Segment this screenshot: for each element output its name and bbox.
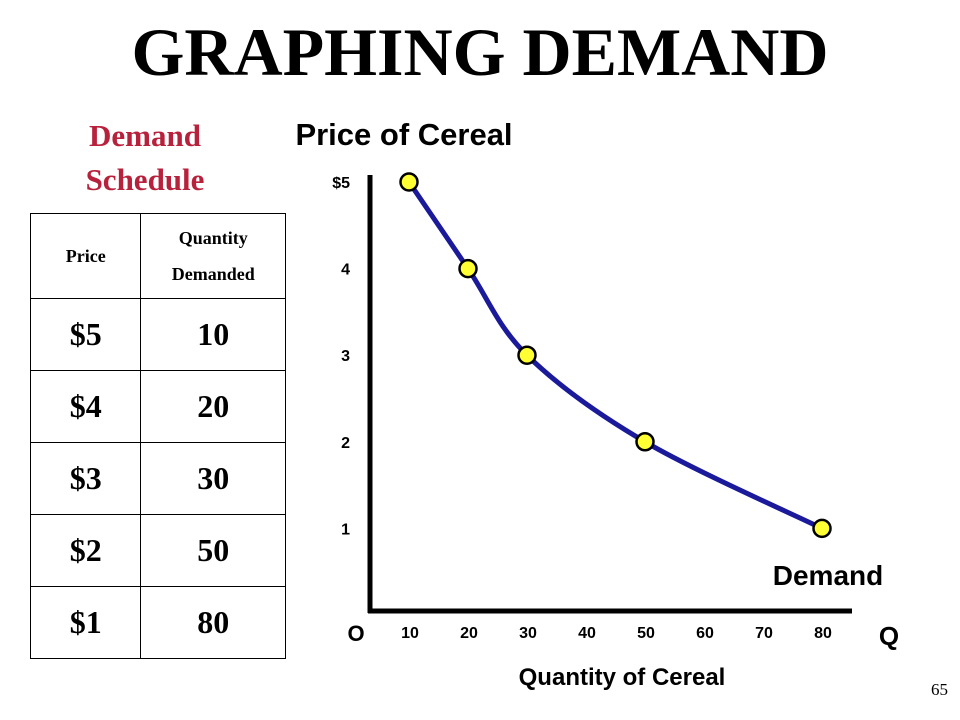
price-cell: $1 xyxy=(29,586,142,659)
x-axis-title: Quantity of Cereal xyxy=(519,664,726,691)
data-point xyxy=(635,432,655,452)
origin-label: O xyxy=(347,621,364,646)
data-point xyxy=(399,172,419,192)
quantity-header-line1: Quantity xyxy=(178,228,248,248)
quantity-cell: 80 xyxy=(140,586,286,659)
slide-title: GRAPHING DEMAND xyxy=(131,14,829,90)
demand-schedule-title: Demand Schedule xyxy=(40,114,250,202)
schedule-title-line2: Schedule xyxy=(85,162,205,197)
table-row: $5 10 xyxy=(29,298,286,371)
demand-curve-label: Demand xyxy=(773,560,883,591)
x-axis-end-label: Q xyxy=(879,621,899,651)
x-tick-label: 50 xyxy=(637,625,655,642)
data-point xyxy=(517,345,537,365)
y-tick-label: 2 xyxy=(341,435,350,452)
quantity-cell: 10 xyxy=(140,298,286,371)
data-point xyxy=(812,518,832,539)
price-cell: $3 xyxy=(29,442,142,515)
y-tick-label: 4 xyxy=(341,262,350,279)
quantity-column-header: Quantity Demanded xyxy=(140,213,286,299)
x-tick-label: 20 xyxy=(460,625,478,642)
x-tick-label: 40 xyxy=(578,625,596,642)
x-tick-label: 80 xyxy=(814,625,832,642)
data-point xyxy=(458,258,478,279)
price-cell: $4 xyxy=(29,370,142,443)
demand-schedule-table: Price Quantity Demanded $5 10 $4 20 $3 3… xyxy=(29,213,286,659)
x-tick-label: 10 xyxy=(401,625,419,642)
quantity-header-line2: Demanded xyxy=(171,264,255,284)
y-tick-label: 3 xyxy=(341,348,350,365)
x-tick-label: 70 xyxy=(755,625,773,642)
quantity-cell: 50 xyxy=(140,514,286,587)
table-row: $1 80 xyxy=(29,586,286,659)
schedule-title-line1: Demand xyxy=(89,118,201,153)
demand-curve-line xyxy=(406,179,825,531)
page-number: 65 xyxy=(931,680,948,699)
x-tick-label: 30 xyxy=(519,625,537,642)
table-header-row: Price Quantity Demanded xyxy=(29,213,286,299)
price-cell: $5 xyxy=(29,298,142,371)
y-tick-label: $5 xyxy=(332,175,350,192)
table-row: $2 50 xyxy=(29,514,286,587)
price-cell: $2 xyxy=(29,514,142,587)
chart-title: Price of Cereal xyxy=(295,117,512,152)
y-tick-label: 1 xyxy=(341,521,350,538)
x-tick-label: 60 xyxy=(696,625,714,642)
price-column-header: Price xyxy=(29,213,142,299)
quantity-cell: 20 xyxy=(140,370,286,443)
table-row: $4 20 xyxy=(29,370,286,443)
